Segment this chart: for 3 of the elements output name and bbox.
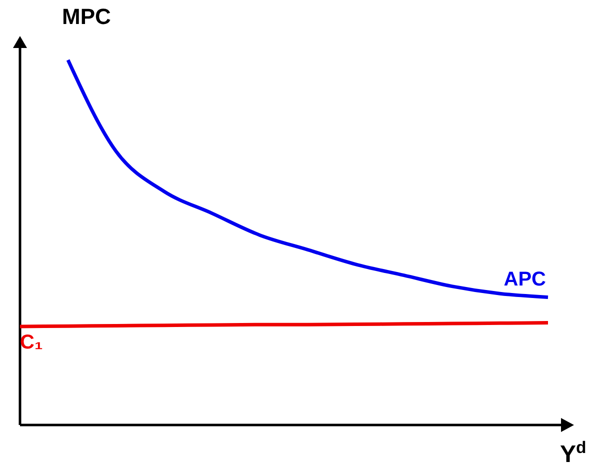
series-label: APC bbox=[504, 268, 546, 290]
x-axis-title: Y$^{d}$ bbox=[560, 438, 586, 468]
y-axis-title: MPC bbox=[62, 4, 111, 29]
